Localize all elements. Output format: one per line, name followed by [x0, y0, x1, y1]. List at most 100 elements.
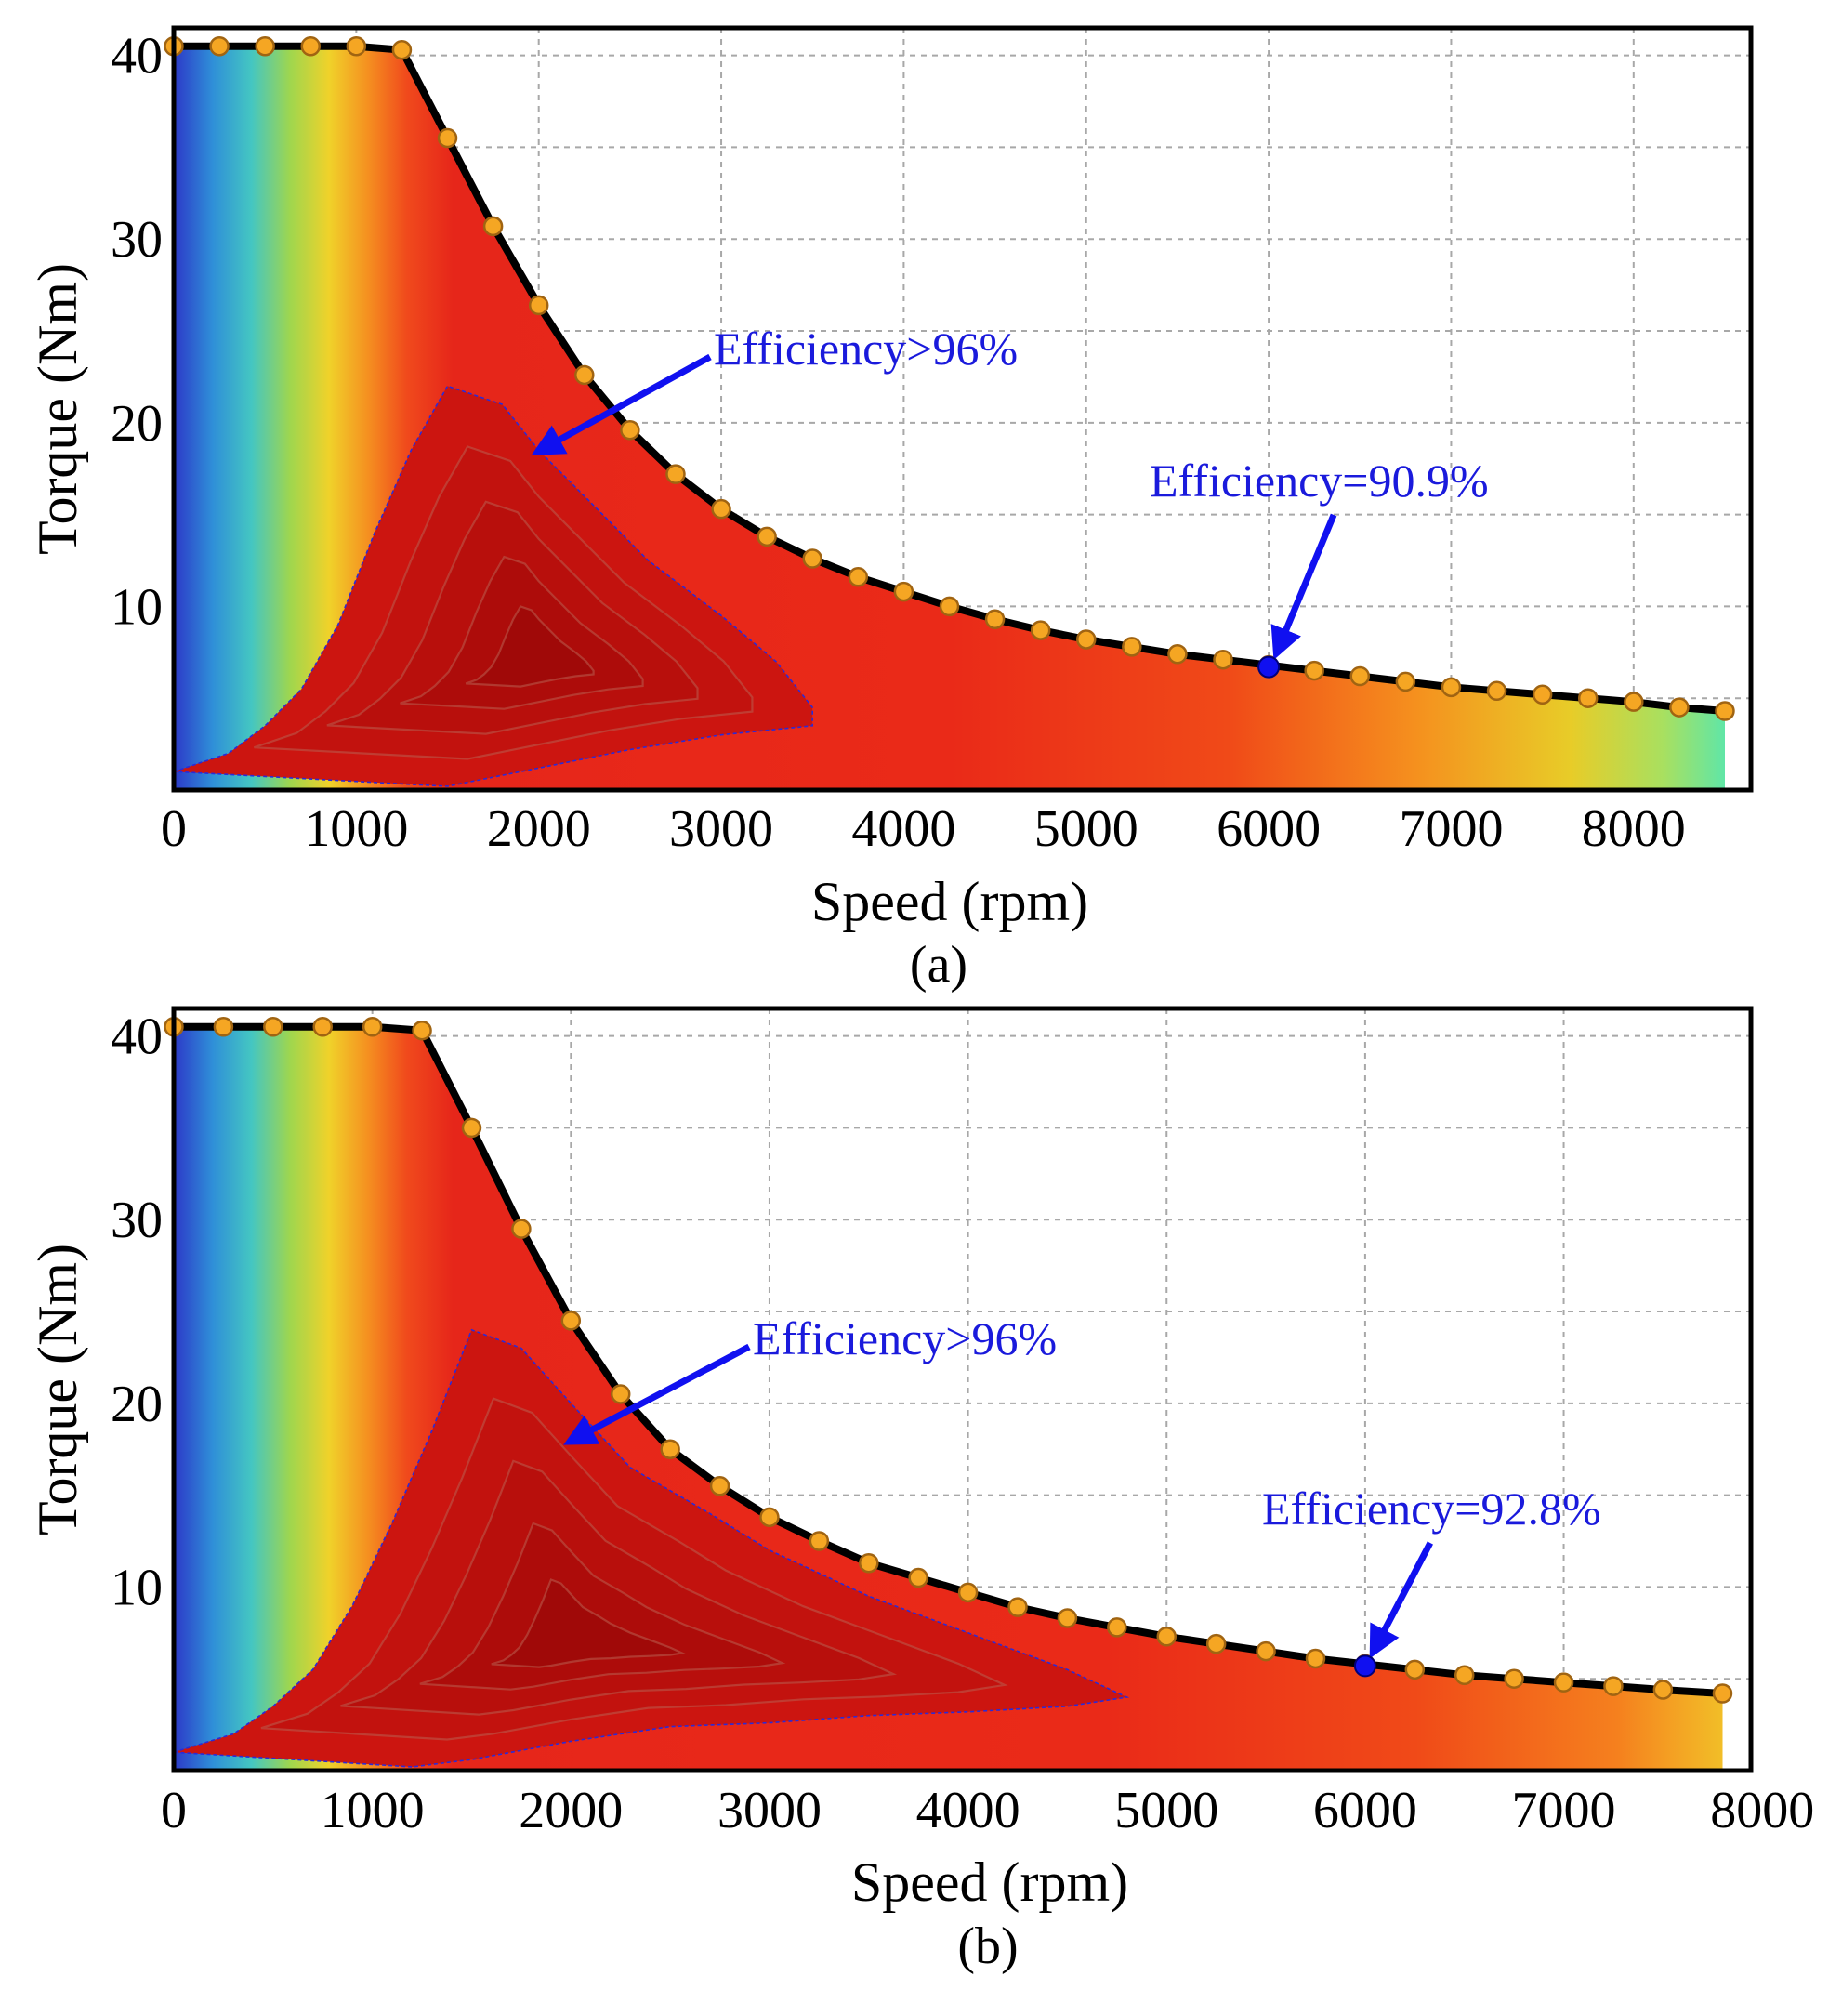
annotation-arrow-point-a [1270, 513, 1337, 661]
efficiency-96-contour-a [173, 385, 813, 787]
envelope-marker [802, 548, 822, 569]
envelope-marker [908, 1567, 928, 1588]
envelope-marker [346, 36, 367, 57]
envelope-marker [213, 1017, 234, 1037]
y-tick-label: 40 [111, 1008, 163, 1066]
envelope-marker [312, 1017, 333, 1037]
envelope-marker [1652, 1680, 1674, 1700]
envelope-marker [809, 1531, 830, 1551]
panel-caption-b: (b) [957, 1917, 1018, 1975]
y-tick-label: 10 [111, 578, 163, 636]
envelope-marker [1532, 684, 1553, 705]
envelope-marker [893, 581, 914, 602]
x-tick-label: 0 [161, 800, 187, 858]
annotation-arrow-point-b [1369, 1541, 1434, 1659]
envelope-marker [391, 39, 413, 60]
annotation-point-a: Efficiency=90.9% [1150, 455, 1489, 507]
x-tick-label: 4000 [851, 800, 955, 858]
x-tick-label: 5000 [1034, 800, 1138, 858]
envelope-marker [859, 1552, 879, 1574]
envelope-marker [1349, 665, 1371, 687]
envelope-marker [660, 1439, 680, 1459]
envelope-marker [1205, 1633, 1227, 1654]
envelope-marker [461, 1117, 482, 1139]
y-axis-label-b: Torque (Nm) [27, 1244, 88, 1535]
envelope-marker [1504, 1668, 1524, 1689]
plot-frame-b [171, 1006, 1754, 1773]
envelope-marker [1603, 1676, 1624, 1696]
efficiency-96-contour-b [173, 1328, 1130, 1768]
envelope-marker [1057, 1608, 1078, 1628]
x-tick-label: 8000 [1582, 800, 1686, 858]
y-tick-label: 20 [111, 395, 163, 453]
annotation-96-a: Efficiency>96% [714, 323, 1018, 375]
envelope-marker [574, 364, 595, 386]
envelope-markers-a [164, 36, 1735, 721]
envelope-marker [1304, 660, 1324, 681]
x-ticks-b: 0 1000 2000 3000 4000 5000 6000 7000 8000 [161, 1782, 1814, 1839]
plot-frame-a [171, 25, 1754, 793]
panel-b: 0 1000 2000 3000 4000 5000 6000 7000 8000 10 20 30… [27, 1006, 1814, 1975]
envelope-marker [984, 609, 1006, 629]
envelope-marker [1715, 701, 1735, 721]
envelope-marker [665, 464, 686, 484]
x-tick-label: 6000 [1313, 1782, 1417, 1839]
envelope-marker [511, 1219, 532, 1239]
envelope-marker [255, 36, 275, 57]
envelope-marker [848, 567, 869, 587]
y-tick-label: 10 [111, 1559, 163, 1616]
y-ticks-a: 10 20 30 40 [111, 28, 163, 637]
panel-caption-a: (a) [910, 936, 967, 994]
envelope-marker [362, 1017, 383, 1037]
envelope-marker [412, 1020, 432, 1041]
x-tick-label: 3000 [669, 800, 773, 858]
x-tick-label: 3000 [717, 1782, 822, 1839]
x-tick-label: 1000 [321, 1782, 425, 1839]
envelope-marker [437, 127, 458, 149]
envelope-marker [757, 526, 777, 547]
x-tick-label: 8000 [1710, 1782, 1814, 1839]
envelope-marker [1669, 697, 1690, 718]
x-axis-label-a: Speed (rpm) [811, 871, 1088, 932]
envelope-marker [1404, 1659, 1426, 1680]
envelope-marker [1454, 1665, 1475, 1686]
envelope-marker [1577, 688, 1599, 708]
envelope-marker [1395, 671, 1416, 692]
high-efficiency-region-a [174, 386, 813, 786]
annotation-arrow-96-a [531, 353, 712, 455]
envelope-marker [1107, 1617, 1127, 1638]
x-tick-label: 4000 [916, 1782, 1020, 1839]
y-tick-label: 30 [111, 1192, 163, 1249]
annotation-96-b: Efficiency>96% [753, 1312, 1057, 1364]
envelope-marker [1167, 644, 1188, 665]
x-ticks-a: 0 1000 2000 3000 4000 5000 6000 7000 8000 [161, 800, 1686, 858]
envelope-marker [1156, 1627, 1177, 1647]
efficiency-band [419, 1522, 786, 1691]
x-tick-label: 2000 [519, 1782, 623, 1839]
y-axis-label-a: Torque (Nm) [27, 263, 88, 555]
envelope-marker [1007, 1597, 1028, 1617]
envelope-marker [709, 1475, 730, 1496]
operating-point-a [1257, 655, 1281, 679]
x-tick-label: 2000 [487, 800, 591, 858]
y-tick-label: 20 [111, 1376, 163, 1433]
envelope-marker [711, 498, 731, 520]
efficiency-band [465, 605, 595, 688]
envelope-marker [1305, 1648, 1326, 1669]
envelope-marker [1256, 1640, 1276, 1662]
envelope-marker [1486, 680, 1507, 702]
envelope-marker [209, 36, 230, 57]
envelope-marker [1553, 1672, 1574, 1693]
envelope-marker [610, 1384, 631, 1404]
y-ticks-b: 10 20 30 40 [111, 1008, 163, 1617]
envelope-marker [939, 596, 960, 617]
high-efficiency-region-b [174, 1329, 1127, 1767]
x-tick-label: 7000 [1399, 800, 1503, 858]
envelope-marker [263, 1017, 283, 1037]
envelope-marker [300, 36, 322, 57]
envelope-marker [1076, 629, 1097, 650]
envelope-marker [1030, 620, 1051, 640]
efficiency-band [491, 1578, 686, 1668]
x-tick-label: 5000 [1114, 1782, 1218, 1839]
